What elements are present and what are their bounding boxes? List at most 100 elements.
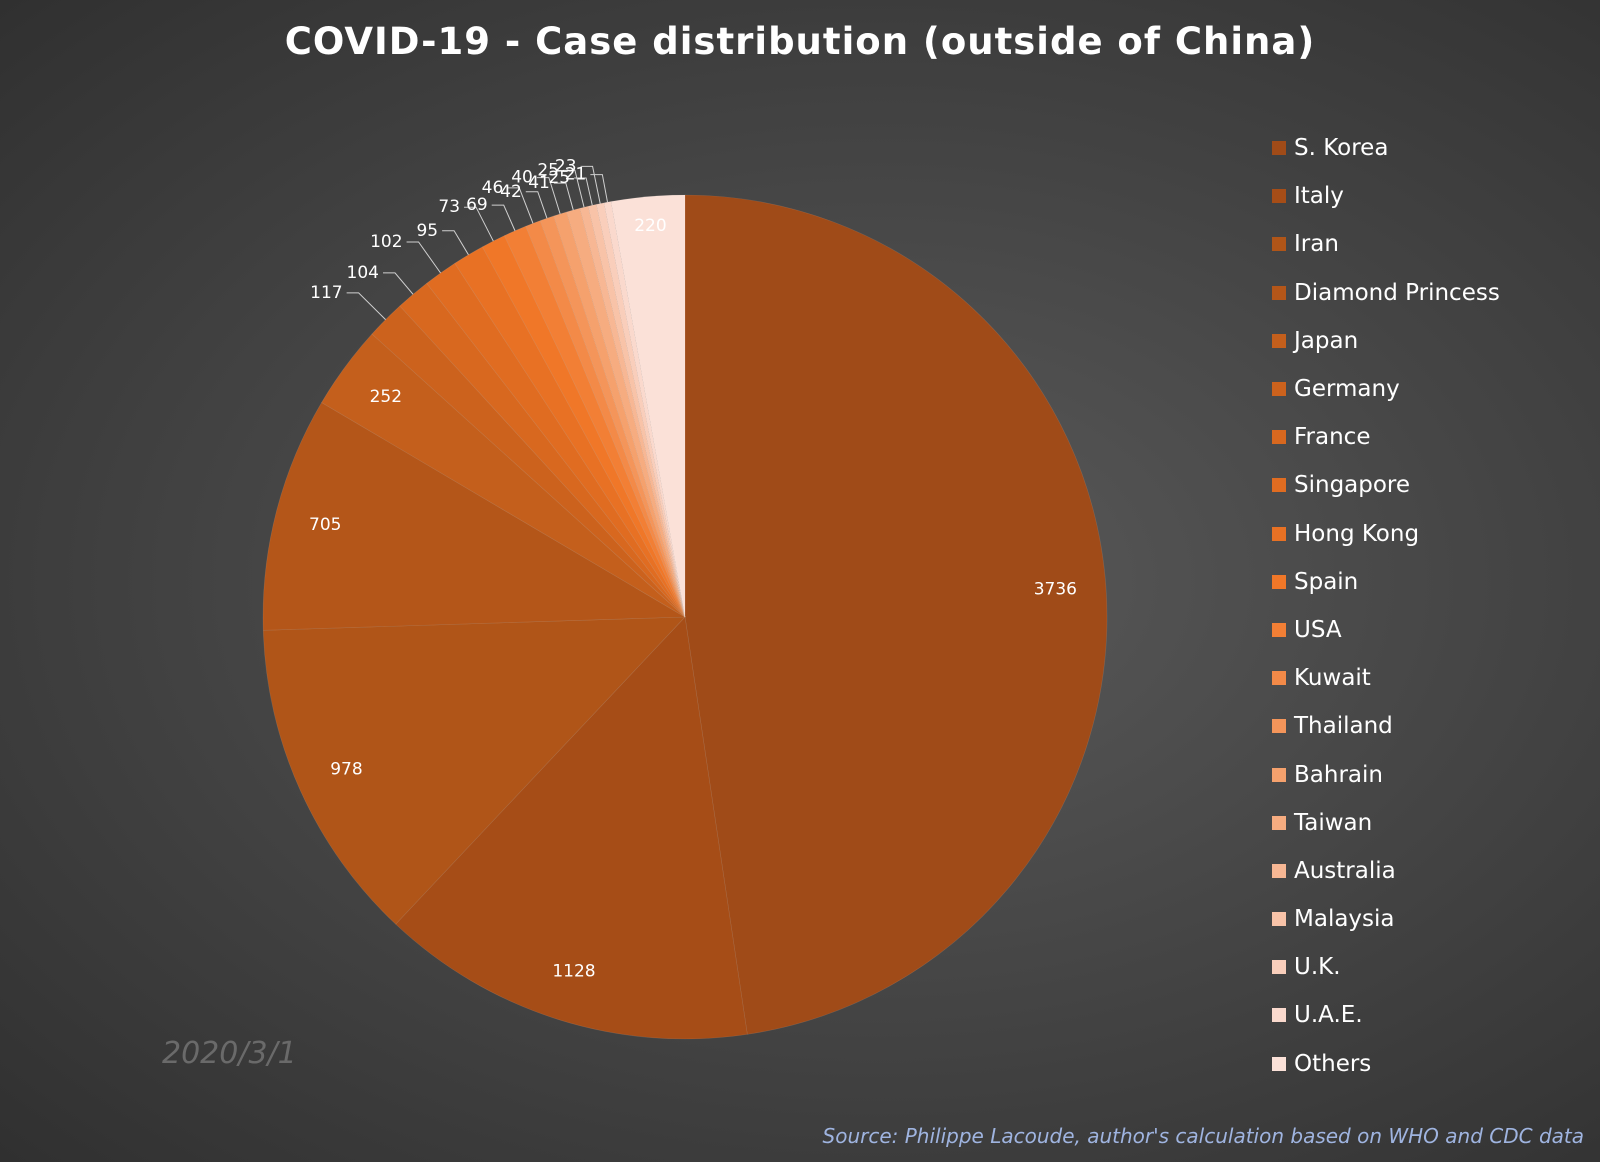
leader-line: [491, 204, 516, 231]
leader-line: [507, 187, 534, 224]
legend-entry: Italy: [1272, 172, 1500, 220]
legend-swatch: [1272, 671, 1286, 686]
legend-swatch: [1272, 767, 1286, 782]
data-label: 40: [511, 168, 533, 188]
data-label: 25: [537, 160, 559, 180]
legend-swatch: [1272, 526, 1286, 541]
legend-swatch: [1272, 141, 1286, 156]
leader-line: [464, 206, 494, 242]
legend-label: Singapore: [1294, 472, 1411, 499]
legend-label: Iran: [1294, 231, 1339, 258]
legend-entry: Iran: [1272, 220, 1500, 268]
legend-swatch: [1272, 478, 1286, 493]
pie-slice-japan: [321, 333, 686, 618]
legend-entry: Singapore: [1272, 461, 1500, 509]
leader-line: [590, 174, 608, 203]
legend-label: Bahrain: [1294, 761, 1383, 788]
legend-entry: Germany: [1272, 365, 1500, 413]
leader-line: [562, 169, 585, 208]
pie-slice-hong-kong: [454, 246, 686, 618]
legend-label: S. Korea: [1294, 135, 1389, 162]
leader-line: [553, 182, 574, 211]
leader-line: [383, 272, 414, 295]
legend-swatch: [1272, 1056, 1286, 1071]
pie-slice-iran: [262, 616, 686, 925]
pie-slice-others: [610, 194, 686, 618]
legend-label: Germany: [1294, 376, 1400, 403]
pie-slice-singapore: [426, 262, 686, 618]
legend-entry: France: [1272, 413, 1500, 461]
data-label: 102: [370, 232, 402, 252]
legend-label: Australia: [1294, 857, 1396, 884]
legend-entry: Thailand: [1272, 702, 1500, 750]
data-label: 95: [416, 221, 438, 241]
legend-entry: U.K.: [1272, 943, 1500, 991]
legend-swatch: [1272, 237, 1286, 252]
source-note: Source: Philippe Lacoude, author's calcu…: [822, 1124, 1584, 1148]
legend-swatch: [1272, 815, 1286, 830]
data-label: 42: [500, 182, 522, 202]
legend-label: France: [1294, 424, 1371, 451]
leader-line: [574, 177, 593, 206]
data-label: 705: [309, 515, 341, 535]
legend-label: Japan: [1294, 327, 1359, 354]
legend-entry: U.A.E.: [1272, 991, 1500, 1039]
legend-label: Hong Kong: [1294, 520, 1420, 547]
pie-slice-taiwan: [566, 207, 686, 618]
legend-swatch: [1272, 912, 1286, 927]
legend-swatch: [1272, 960, 1286, 975]
data-label: 978: [330, 760, 362, 780]
leader-line: [536, 177, 561, 215]
legend-label: Kuwait: [1294, 665, 1371, 692]
legend-label: Diamond Princess: [1294, 279, 1500, 306]
leader-line: [442, 230, 469, 256]
data-label: 117: [310, 283, 342, 303]
legend-entry: Japan: [1272, 317, 1500, 365]
data-label: 21: [565, 165, 587, 185]
legend-swatch: [1272, 1008, 1286, 1023]
legend-label: Spain: [1294, 568, 1359, 595]
leader-line: [346, 292, 386, 320]
legend-label: Malaysia: [1294, 906, 1395, 933]
legend-swatch: [1272, 333, 1286, 348]
legend-label: U.A.E.: [1294, 1002, 1363, 1029]
legend-swatch: [1272, 285, 1286, 300]
legend-swatch: [1272, 622, 1286, 637]
legend-swatch: [1272, 189, 1286, 204]
pie-slice-u-a-e: [603, 201, 686, 618]
date-watermark: 2020/3/1: [162, 1036, 297, 1071]
data-label: 104: [347, 263, 379, 283]
data-label: 220: [634, 216, 666, 236]
data-label: 25: [548, 168, 570, 188]
pie-slice-france: [399, 282, 686, 618]
legend-entry: USA: [1272, 606, 1500, 654]
pie-slice-germany: [371, 305, 686, 618]
data-label: 46: [482, 178, 504, 198]
legend-swatch: [1272, 719, 1286, 734]
legend-entry: Kuwait: [1272, 654, 1500, 702]
pie-slice-italy: [395, 616, 748, 1040]
chart-title: COVID-19 - Case distribution (outside of…: [284, 20, 1316, 63]
legend-label: Others: [1294, 1050, 1372, 1077]
leader-line: [580, 165, 601, 204]
data-label: 1128: [552, 961, 595, 981]
legend-entry: Bahrain: [1272, 750, 1500, 798]
legend-swatch: [1272, 430, 1286, 445]
pie-slice-bahrain: [553, 211, 686, 618]
legend-entry: Malaysia: [1272, 895, 1500, 943]
data-label: 23: [555, 156, 577, 176]
pie-slice-diamond-princess: [262, 402, 687, 631]
pie-slice-s-korea: [684, 194, 1108, 1035]
leader-line: [525, 191, 548, 219]
data-label: 41: [528, 173, 550, 193]
legend-entry: Hong Kong: [1272, 510, 1500, 558]
data-label: 73: [438, 197, 460, 217]
legend-entry: Taiwan: [1272, 799, 1500, 847]
legend-entry: Australia: [1272, 847, 1500, 895]
legend-entry: Others: [1272, 1040, 1500, 1088]
legend-swatch: [1272, 382, 1286, 397]
data-label: 3736: [1034, 580, 1077, 600]
pie-slice-spain: [481, 235, 686, 618]
legend-label: Thailand: [1294, 713, 1393, 740]
